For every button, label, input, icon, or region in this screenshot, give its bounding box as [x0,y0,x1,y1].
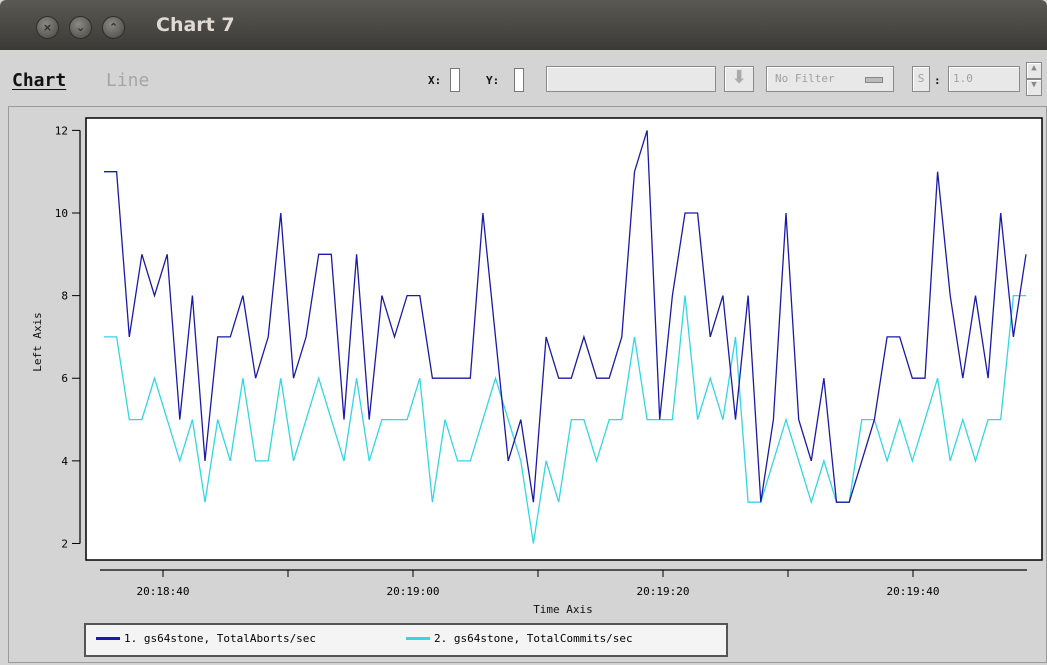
dropdown-icon [865,77,883,83]
download-icon[interactable]: ⬇ [724,66,754,92]
s-label: S [917,72,925,85]
y-tick-label: 2 [61,537,68,550]
maximize-icon[interactable]: ⌃ [102,16,125,39]
filter-value: No Filter [775,72,835,85]
y-value-field[interactable] [514,68,524,92]
title-bar: × ⌄ ⌃ Chart 7 [0,0,1047,50]
y-axis-label: Left Axis [31,312,44,372]
filter-select[interactable]: No Filter [766,66,894,92]
y-tick-label: 4 [61,455,68,468]
y-tick-label: 12 [55,124,68,137]
step-value: 1.0 [953,72,973,85]
x-tick-label: 20:19:40 [887,585,940,598]
legend-entry-2: 2. gs64stone, TotalCommits/sec [434,632,633,645]
step-up-icon[interactable]: ▲ [1026,62,1042,79]
series-lines [104,130,1027,544]
window-title: Chart 7 [156,14,235,36]
x-value-field[interactable] [450,68,460,92]
x-tick-label: 20:19:20 [637,585,690,598]
series-line-1 [104,130,1027,503]
minimize-icon[interactable]: ⌄ [69,16,92,39]
toolbar: Chart Line X: Y: ⬇ No Filter S : 1.0 ▲ ▼ [8,56,1045,104]
y-tick-label: 10 [55,207,68,220]
legend-entry-1: 1. gs64stone, TotalAborts/sec [124,632,317,645]
step-down-icon[interactable]: ▼ [1026,79,1042,96]
x-tick-label: 20:19:00 [387,585,440,598]
plot-area [85,117,1043,561]
y-tick-label: 6 [61,372,68,385]
legend-swatch-1 [96,637,120,640]
search-input[interactable] [546,66,716,92]
y-label: Y: [486,74,500,87]
y-tick-label: 8 [61,290,68,303]
close-icon[interactable]: × [36,16,59,39]
step-input[interactable]: 1.0 [948,66,1020,92]
series-line-2 [104,294,1026,544]
menu-line[interactable]: Line [106,70,150,91]
x-label: X: [428,74,442,87]
y-axis: 2 4 6 8 10 12 [55,124,81,550]
legend: 1. gs64stone, TotalAborts/sec 2. gs64sto… [84,623,728,657]
colon-label: : [934,74,941,87]
legend-swatch-2 [406,637,430,640]
x-tick-label: 20:18:40 [137,585,190,598]
x-axis-label: Time Axis [533,603,593,616]
menu-chart[interactable]: Chart [12,70,67,91]
s-toggle[interactable]: S [912,66,930,92]
x-axis: 20:18:40 20:19:00 20:19:20 20:19:40 [100,569,1027,598]
